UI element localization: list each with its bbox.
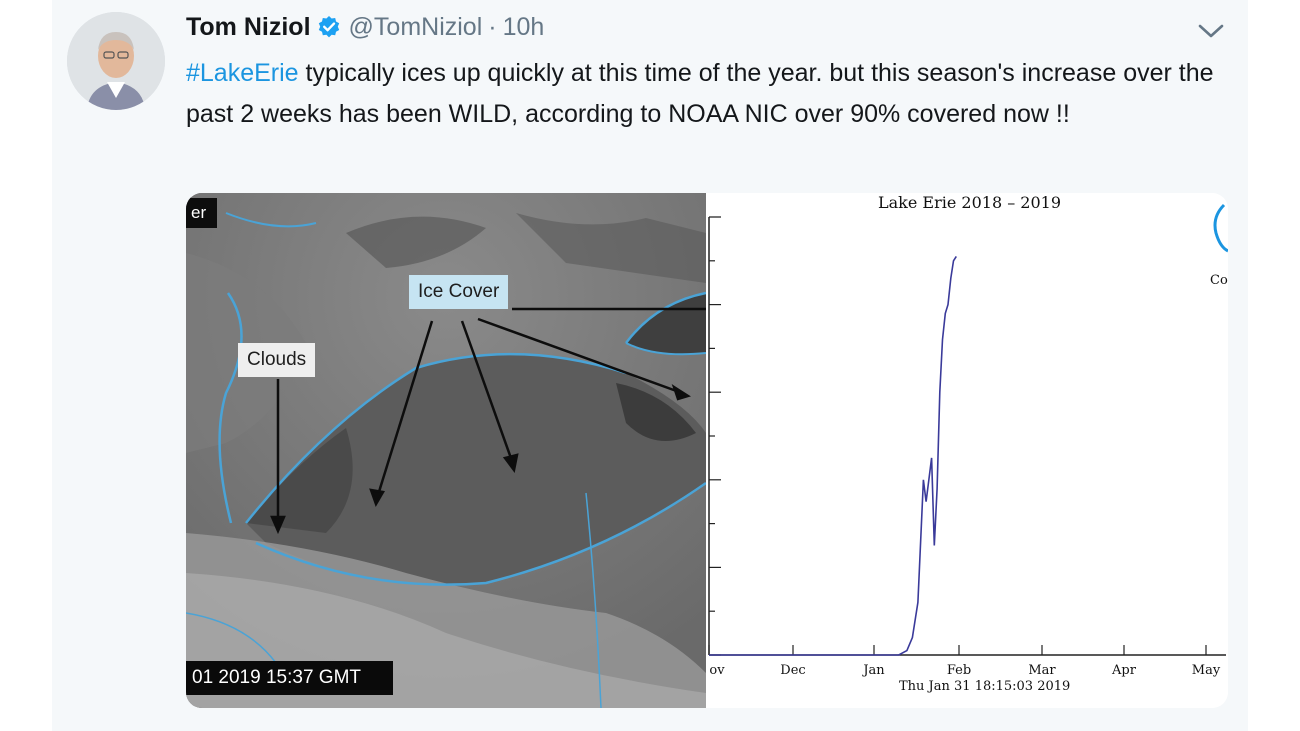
display-name[interactable]: Tom Niziol [186, 12, 311, 41]
profile-photo [67, 12, 165, 110]
satellite-corner-label: er [186, 198, 217, 228]
hashtag-link[interactable]: #LakeErie [186, 59, 299, 87]
satellite-timestamp: 01 2019 15:37 GMT [186, 661, 393, 695]
logo-arc-icon [1213, 203, 1228, 253]
ice-cover-label: Ice Cover [409, 275, 509, 309]
x-tick-label: ov [709, 663, 725, 678]
chart-date-stamp: Thu Jan 31 18:15:03 2019 [899, 679, 1071, 694]
series-line-ice-cover [709, 255, 957, 656]
logo-fragment: Co [1210, 273, 1228, 288]
tweet-header: Tom Niziol @TomNiziol · 10h [186, 10, 544, 44]
chevron-down-icon [1198, 24, 1224, 38]
x-tick-label: Apr [1112, 663, 1136, 678]
chart-title: Lake Erie 2018 – 2019 [878, 193, 1062, 212]
more-options-button[interactable] [1196, 18, 1226, 44]
x-tick-label: Mar [1028, 663, 1056, 678]
chart-plot [708, 203, 1228, 656]
avatar[interactable] [67, 12, 165, 110]
x-tick-label: Dec [780, 663, 806, 678]
satellite-image[interactable]: er Ice Cover Clouds 01 2019 15:37 GMT [186, 193, 706, 708]
tweet-timestamp[interactable]: 10h [502, 12, 545, 41]
separator-dot: · [488, 12, 497, 41]
satellite-map [186, 193, 706, 708]
tweet-body: typically ices up quickly at this time o… [186, 59, 1214, 128]
x-tick-label: Jan [863, 663, 885, 678]
clouds-label: Clouds [238, 343, 316, 377]
tweet-text: #LakeErie typically ices up quickly at t… [186, 53, 1231, 135]
verified-badge-icon [317, 15, 341, 39]
ice-cover-chart[interactable]: Lake Erie 2018 – 2019 Co ov Dec Jan Feb Mar A… [706, 193, 1228, 708]
x-tick-label: Feb [946, 663, 972, 678]
x-tick-label: May [1191, 663, 1221, 678]
tweet-media[interactable]: er Ice Cover Clouds 01 2019 15:37 GMT La… [186, 193, 1228, 708]
user-handle[interactable]: @TomNiziol [348, 12, 483, 41]
